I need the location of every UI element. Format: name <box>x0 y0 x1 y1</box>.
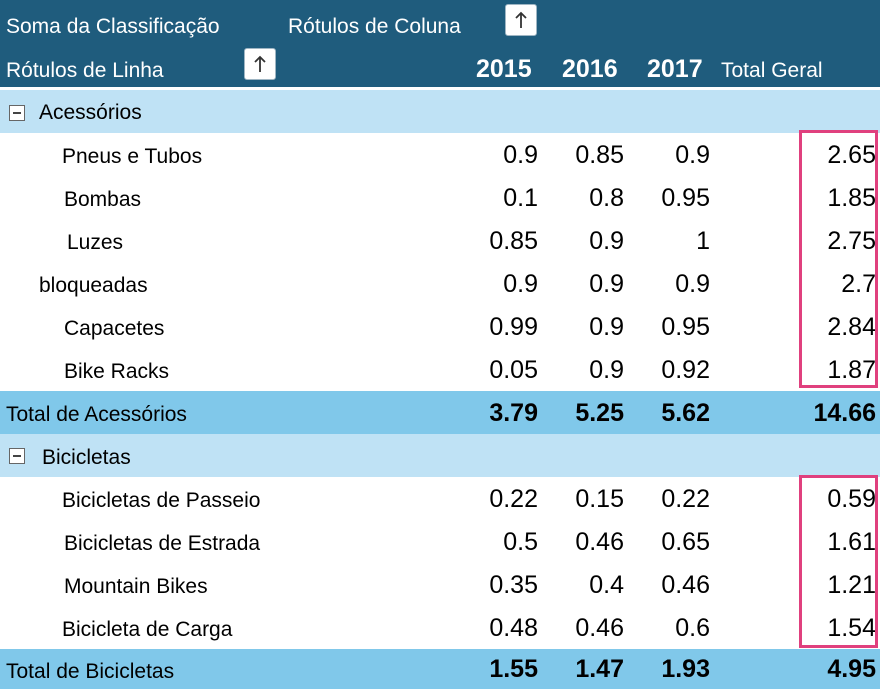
cell-2016: 0.15 <box>575 485 624 513</box>
cell-2017: 0.92 <box>661 356 710 384</box>
cell-2015: 0.05 <box>489 356 538 384</box>
column-header-2016[interactable]: 2016 <box>562 55 618 83</box>
cell-2015: 0.48 <box>489 614 538 642</box>
row-label: Bombas <box>64 188 142 211</box>
cell-2017: 0.6 <box>675 614 710 642</box>
cell-total: 2.84 <box>827 313 876 341</box>
row-label: Capacetes <box>64 317 165 340</box>
column-sort-button[interactable] <box>505 4 537 36</box>
cell-total: 2.65 <box>827 141 876 169</box>
cell-2015: 0.35 <box>489 571 538 599</box>
table-row[interactable]: Capacetes 0.99 0.9 0.95 2.84 <box>0 305 880 348</box>
cell-2016: 0.46 <box>575 528 624 556</box>
minus-icon[interactable] <box>9 448 25 464</box>
category-label: Bicicletas <box>42 446 131 469</box>
cell-2017: 0.9 <box>675 270 710 298</box>
cell-2016: 0.8 <box>589 184 624 212</box>
row-sort-button[interactable] <box>244 48 276 80</box>
column-header-2015[interactable]: 2015 <box>476 55 532 83</box>
cell-2017: 0.46 <box>661 571 710 599</box>
cell-2015: 0.9 <box>503 141 538 169</box>
table-row[interactable]: Bombas 0.1 0.8 0.95 1.85 <box>0 176 880 219</box>
cell-2017: 0.65 <box>661 528 710 556</box>
row-label: Mountain Bikes <box>64 575 208 598</box>
cell-2016: 0.9 <box>589 270 624 298</box>
cell-total: 1.87 <box>827 356 876 384</box>
pivot-header: Soma da Classificação Rótulos de Coluna … <box>0 0 880 87</box>
arrow-up-icon <box>254 55 266 72</box>
subtotal-total: 14.66 <box>813 399 876 427</box>
table-row[interactable]: Bicicletas de Passeio 0.22 0.15 0.22 0.5… <box>0 477 880 520</box>
cell-2016: 0.9 <box>589 313 624 341</box>
subtotal-2017: 1.93 <box>661 655 710 683</box>
category-label: Acessórios <box>39 101 142 124</box>
column-header-grand-total[interactable]: Total Geral <box>721 59 823 82</box>
table-row[interactable]: Bicicleta de Carga 0.48 0.46 0.6 1.54 <box>0 606 880 649</box>
row-label: Bicicleta de Carga <box>62 618 233 641</box>
cell-2015: 0.22 <box>489 485 538 513</box>
row-label: bloqueadas <box>39 274 148 297</box>
table-row[interactable]: Bike Racks 0.05 0.9 0.92 1.87 <box>0 348 880 391</box>
subtotal-2015: 3.79 <box>489 399 538 427</box>
row-label: Pneus e Tubos <box>62 145 203 168</box>
cell-total: 1.54 <box>827 614 876 642</box>
cell-total: 1.21 <box>827 571 876 599</box>
values-field-label: Soma da Classificação <box>6 15 220 38</box>
row-labels-label: Rótulos de Linha <box>6 59 164 82</box>
row-label: Bicicletas de Passeio <box>62 489 261 512</box>
row-label: Luzes <box>67 231 124 254</box>
cell-2015: 0.5 <box>503 528 538 556</box>
column-header-2017[interactable]: 2017 <box>647 55 703 83</box>
table-row[interactable]: Pneus e Tubos 0.9 0.85 0.9 2.65 <box>0 133 880 176</box>
cell-2015: 0.1 <box>503 184 538 212</box>
cell-2015: 0.99 <box>489 313 538 341</box>
subtotal-row[interactable]: Total de Bicicletas 1.55 1.47 1.93 4.95 <box>0 649 880 689</box>
cell-2016: 0.9 <box>589 227 624 255</box>
row-label: Bicicletas de Estrada <box>64 532 261 555</box>
table-row[interactable]: Mountain Bikes 0.35 0.4 0.46 1.21 <box>0 563 880 606</box>
arrow-up-icon <box>515 11 527 28</box>
subtotal-label: Total de Bicicletas <box>6 660 175 683</box>
table-row[interactable]: bloqueadas 0.9 0.9 0.9 2.7 <box>0 262 880 305</box>
cell-2017: 0.95 <box>661 313 710 341</box>
cell-total: 0.59 <box>827 485 876 513</box>
table-row[interactable]: Bicicletas de Estrada 0.5 0.46 0.65 1.61 <box>0 520 880 563</box>
cell-2016: 0.85 <box>575 141 624 169</box>
subtotal-2017: 5.62 <box>661 399 710 427</box>
category-row[interactable]: Acessórios <box>0 90 880 133</box>
cell-total: 1.85 <box>827 184 876 212</box>
cell-total: 1.61 <box>827 528 876 556</box>
subtotal-total: 4.95 <box>827 655 876 683</box>
minus-icon[interactable] <box>9 105 25 121</box>
subtotal-2016: 1.47 <box>575 655 624 683</box>
category-row[interactable]: Bicicletas <box>0 434 880 477</box>
table-row[interactable]: Luzes 0.85 0.9 1 2.75 <box>0 219 880 262</box>
cell-2015: 0.85 <box>489 227 538 255</box>
subtotal-row[interactable]: Total de Acessórios 3.79 5.25 5.62 14.66 <box>0 391 880 434</box>
cell-total: 2.7 <box>841 270 876 298</box>
column-labels-label: Rótulos de Coluna <box>288 15 461 38</box>
cell-2015: 0.9 <box>503 270 538 298</box>
cell-2016: 0.46 <box>575 614 624 642</box>
subtotal-2015: 1.55 <box>489 655 538 683</box>
cell-2017: 1 <box>696 227 710 255</box>
cell-2017: 0.9 <box>675 141 710 169</box>
cell-2017: 0.22 <box>661 485 710 513</box>
cell-2016: 0.4 <box>589 571 624 599</box>
cell-2017: 0.95 <box>661 184 710 212</box>
cell-total: 2.75 <box>827 227 876 255</box>
row-label: Bike Racks <box>64 360 170 383</box>
subtotal-label: Total de Acessórios <box>6 403 187 426</box>
cell-2016: 0.9 <box>589 356 624 384</box>
subtotal-2016: 5.25 <box>575 399 624 427</box>
